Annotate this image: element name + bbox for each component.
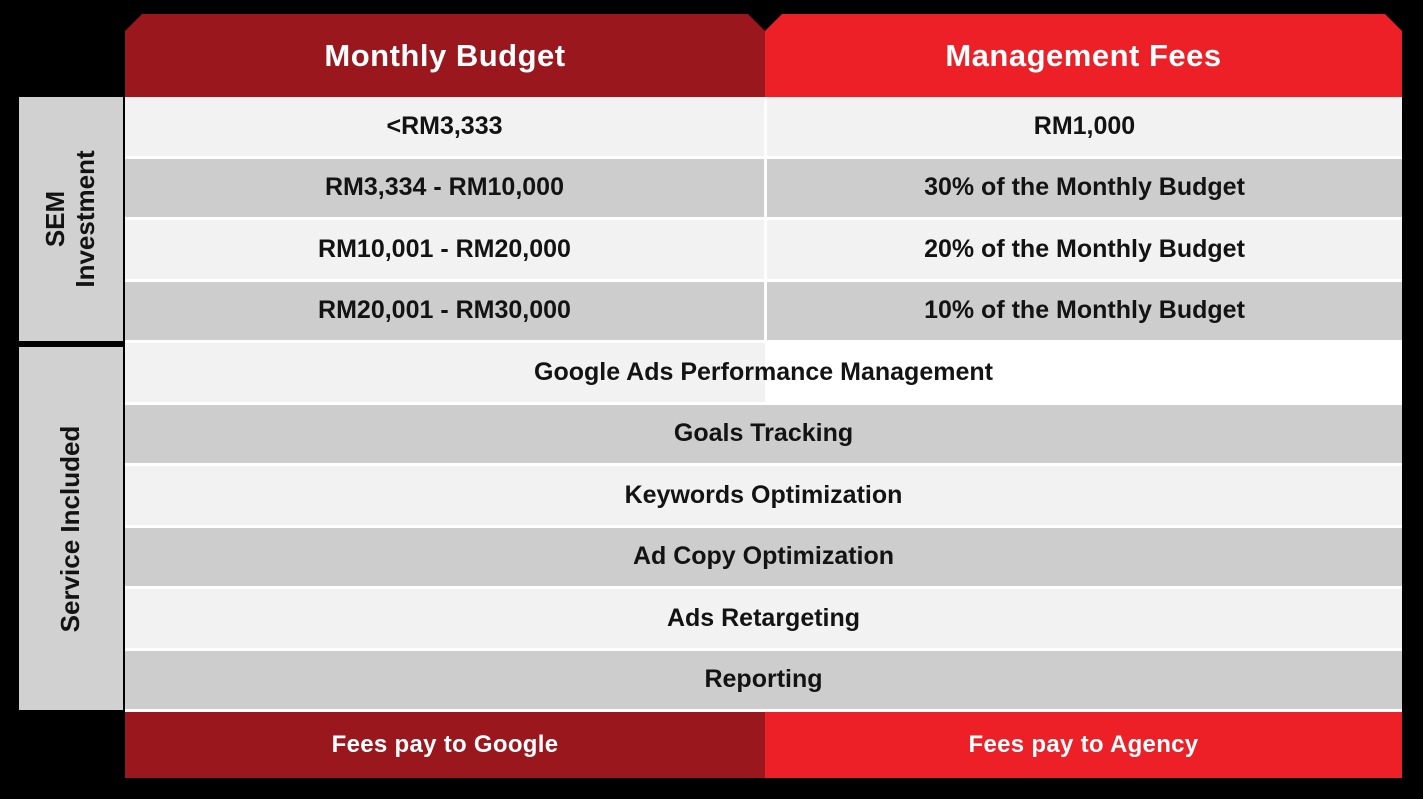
table-row: <RM3,333 RM1,000: [125, 97, 1402, 156]
row-group-sem-investment: SEM Investment: [19, 97, 123, 341]
sem-investment-label: SEM Investment: [40, 150, 100, 288]
service-row: Reporting: [125, 650, 1402, 709]
footer-fees-agency: Fees pay to Agency: [765, 712, 1402, 778]
table-footer: Fees pay to Google Fees pay to Agency: [125, 712, 1402, 778]
service-row: Ads Retargeting: [125, 589, 1402, 648]
service-row: Goals Tracking: [125, 404, 1402, 463]
table-row: RM20,001 - RM30,000 10% of the Monthly B…: [125, 281, 1402, 340]
service-row: Ad Copy Optimization: [125, 527, 1402, 586]
fee-cell: RM1,000: [767, 97, 1402, 156]
table-body: <RM3,333 RM1,000 RM3,334 - RM10,000 30% …: [125, 97, 1402, 778]
header-management-fees: Management Fees: [765, 14, 1402, 97]
budget-cell: RM20,001 - RM30,000: [125, 281, 764, 340]
service-included-label: Service Included: [55, 425, 86, 632]
header-monthly-budget: Monthly Budget: [125, 14, 765, 97]
table-header: Monthly Budget Management Fees: [125, 14, 1402, 97]
fee-cell: 30% of the Monthly Budget: [767, 158, 1402, 217]
table-row: RM10,001 - RM20,000 20% of the Monthly B…: [125, 220, 1402, 279]
service-row: Keywords Optimization: [125, 466, 1402, 525]
budget-cell: <RM3,333: [125, 97, 764, 156]
row-group-service-included: Service Included: [19, 347, 123, 710]
budget-cell: RM10,001 - RM20,000: [125, 220, 764, 279]
service-row: Google Ads Performance Management: [125, 343, 1402, 402]
budget-cell: RM3,334 - RM10,000: [125, 158, 764, 217]
fee-cell: 20% of the Monthly Budget: [767, 220, 1402, 279]
footer-fees-google: Fees pay to Google: [125, 712, 765, 778]
table-row: RM3,334 - RM10,000 30% of the Monthly Bu…: [125, 158, 1402, 217]
fee-cell: 10% of the Monthly Budget: [767, 281, 1402, 340]
